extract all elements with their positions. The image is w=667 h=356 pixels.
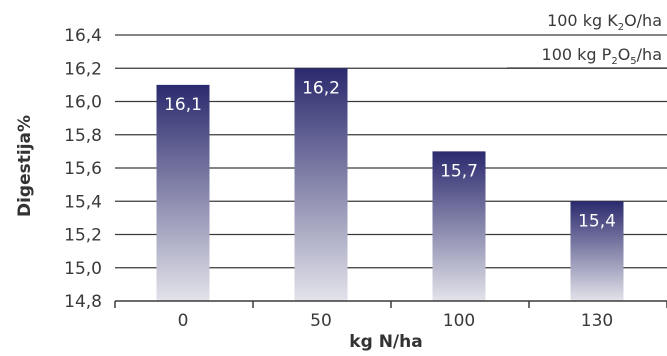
x-tick-label: 100: [443, 311, 475, 331]
bar: [156, 84, 210, 301]
x-tick-label: 50: [310, 311, 332, 331]
y-tick-label: 16,2: [64, 59, 102, 79]
x-axis-title: kg N/ha: [349, 332, 422, 352]
y-tick-label: 15,2: [64, 226, 102, 246]
annotation-label: 100 kg K2O/ha: [547, 11, 662, 33]
annotations: 100 kg K2O/ha 100 kg P2O5/ha: [542, 11, 662, 67]
data-label: 16,2: [302, 78, 340, 98]
x-tick-label: 0: [178, 311, 189, 331]
bar: [432, 151, 486, 301]
data-label: 15,7: [440, 161, 478, 181]
y-tick-labels: 14,8 15,0 15,2 15,4 15,6 15,8 16,0 16,2 16,4: [64, 26, 102, 312]
y-tick-label: 15,8: [64, 126, 102, 146]
bars: [156, 68, 624, 301]
x-tick-labels: 0 50 100 130: [178, 311, 614, 331]
bar: [294, 68, 348, 301]
data-label: 16,1: [164, 95, 202, 115]
annotation-label: 100 kg P2O5/ha: [542, 45, 662, 67]
y-tick-label: 14,8: [64, 292, 102, 312]
y-tick-label: 15,0: [64, 259, 102, 279]
y-tick-label: 15,4: [64, 192, 102, 212]
bar: [570, 201, 624, 301]
y-tick-label: 16,4: [64, 26, 102, 46]
y-axis-title: Digestija%: [15, 115, 35, 217]
data-labels: 16,1 16,2 15,7 15,4: [164, 78, 616, 231]
y-tick-label: 16,0: [64, 93, 102, 113]
y-tick-label: 15,6: [64, 159, 102, 179]
axes: [114, 300, 667, 308]
data-label: 15,4: [578, 211, 616, 231]
x-tick-label: 130: [581, 311, 613, 331]
